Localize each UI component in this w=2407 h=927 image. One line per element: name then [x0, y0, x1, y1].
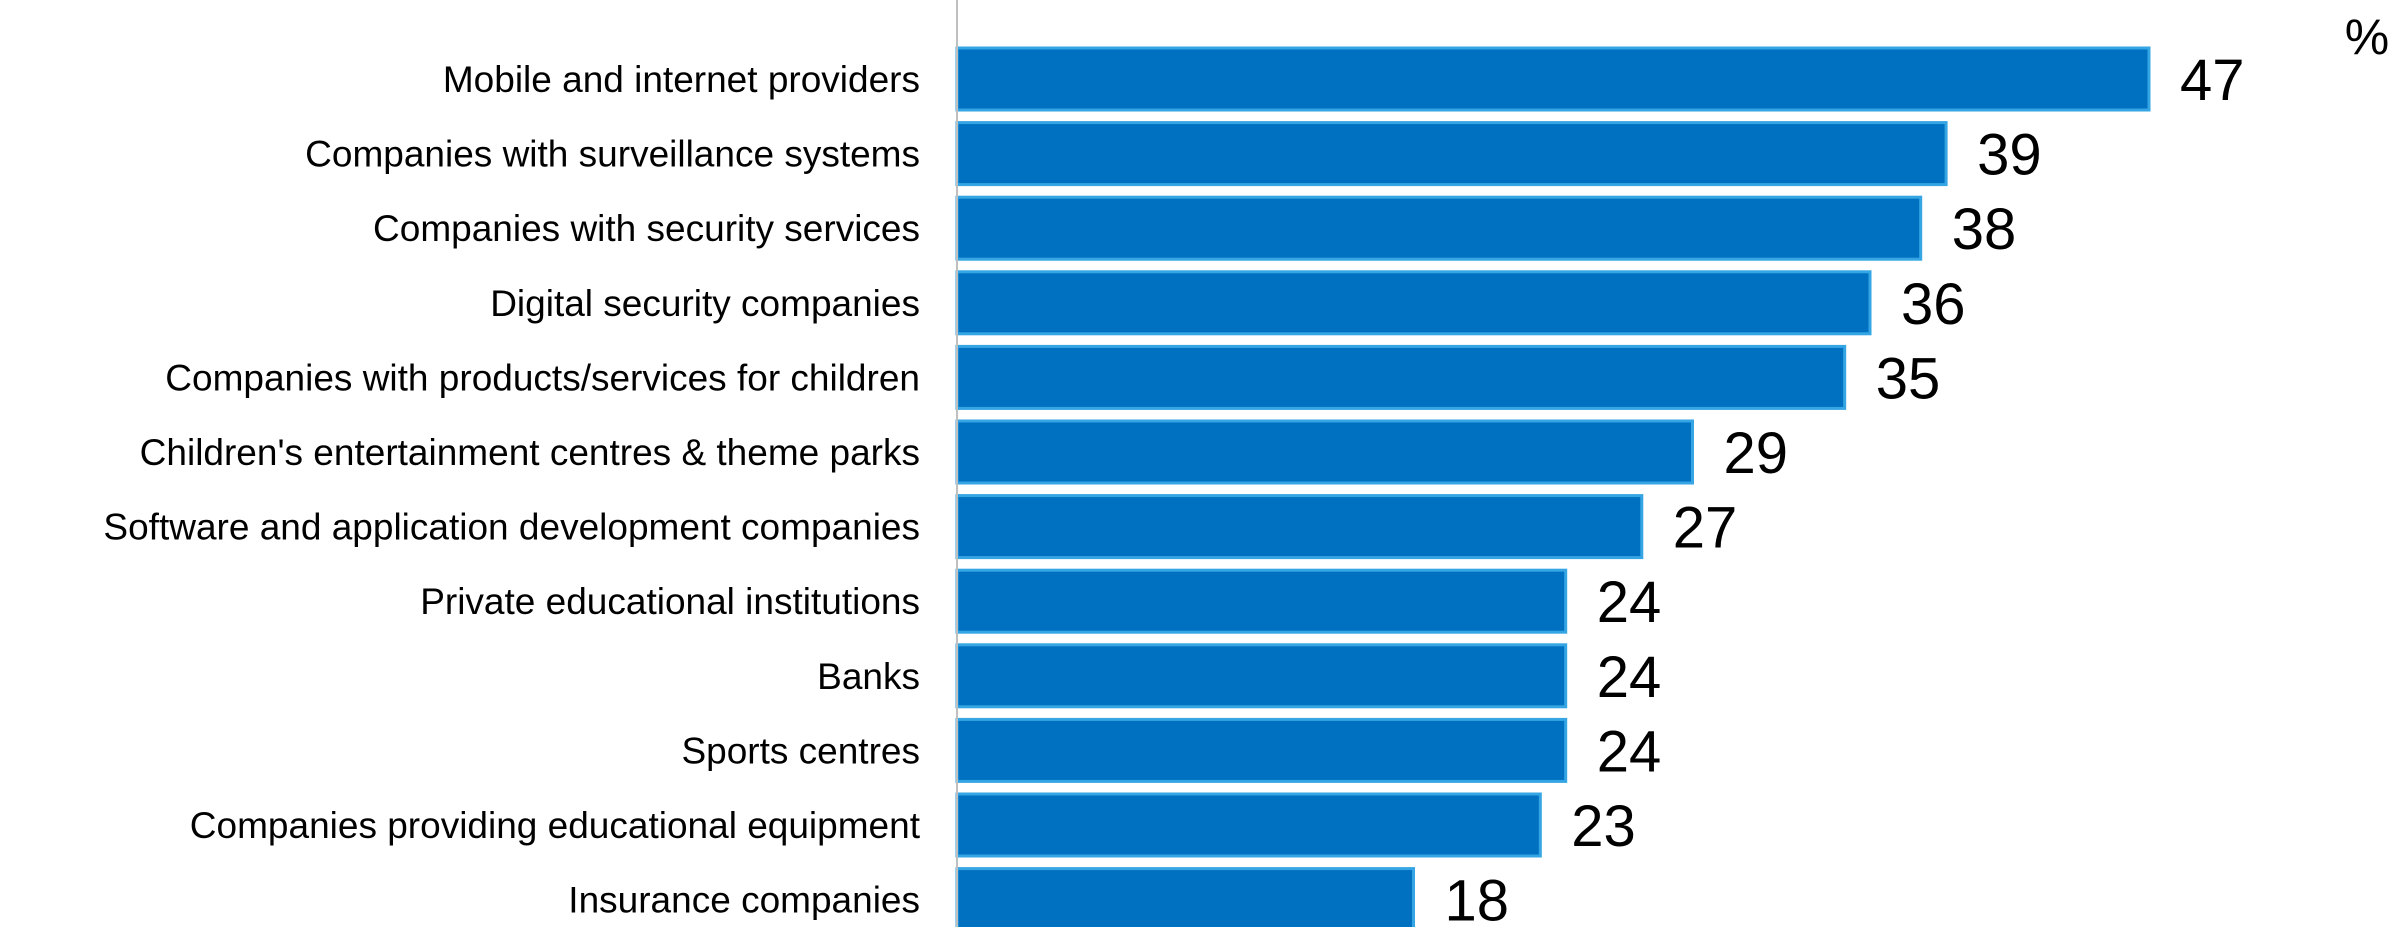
value-label: 38: [1952, 197, 2017, 262]
bar: [955, 494, 1644, 560]
bar: [955, 121, 1948, 187]
category-label: Sports centres: [681, 730, 920, 771]
bar: [955, 643, 1568, 709]
category-label: Private educational institutions: [420, 581, 920, 622]
bar: [955, 792, 1542, 858]
value-label: 35: [1876, 346, 1941, 411]
value-label: 24: [1597, 719, 1662, 784]
bars-group: [955, 46, 2151, 927]
category-label: Companies with surveillance systems: [305, 134, 920, 175]
category-labels-group: Mobile and internet providers Companies w…: [103, 59, 920, 921]
category-label: Companies with security services: [373, 208, 920, 249]
bar: [955, 195, 1923, 261]
category-label: Children's entertainment centres & theme…: [140, 432, 920, 473]
category-label: Digital security companies: [490, 283, 920, 324]
category-label: Companies with products/services for chi…: [165, 357, 920, 398]
bar: [955, 867, 1415, 927]
bar: [955, 717, 1568, 783]
value-label: 23: [1571, 794, 1636, 859]
value-label: 24: [1597, 570, 1662, 635]
value-label: 18: [1445, 869, 1510, 927]
bar: [955, 419, 1694, 485]
category-label: Mobile and internet providers: [443, 59, 920, 100]
category-label: Banks: [817, 656, 920, 697]
value-label: 47: [2180, 48, 2245, 113]
bar: [955, 568, 1568, 634]
value-label: 24: [1597, 645, 1662, 710]
value-label: 36: [1901, 272, 1966, 337]
bar: [955, 270, 1872, 336]
category-label: Companies providing educational equipmen…: [190, 805, 921, 846]
category-label: Insurance companies: [568, 880, 920, 921]
bar: [955, 344, 1847, 410]
bar: [955, 46, 2151, 112]
category-label: Software and application development com…: [103, 507, 920, 548]
value-label: 29: [1724, 421, 1789, 486]
unit-label: %: [2345, 9, 2389, 65]
value-label: 27: [1673, 496, 1738, 561]
value-label: 39: [1977, 123, 2042, 188]
